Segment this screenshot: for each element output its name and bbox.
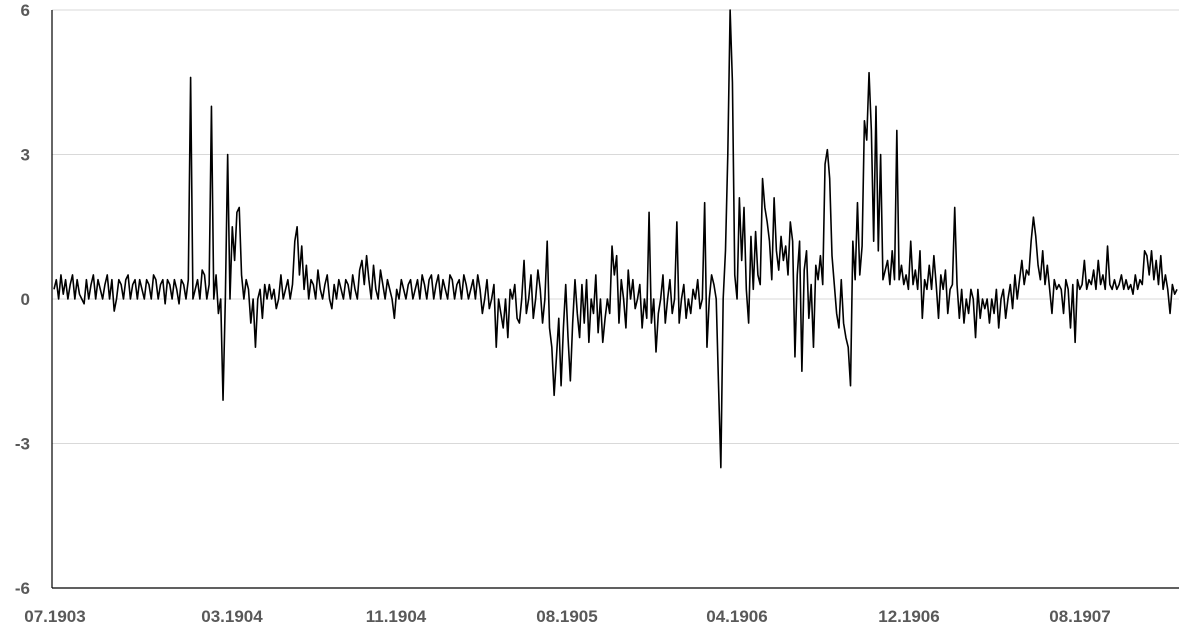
y-tick-label: 6 xyxy=(21,1,30,20)
y-tick-label: 0 xyxy=(21,290,30,309)
x-axis-tick-labels: 07.1903 03.1904 11.1904 08.1905 04.1906 12.19… xyxy=(24,607,1110,626)
x-tick-label: 04.1906 xyxy=(706,607,767,626)
x-tick-label: 07.1903 xyxy=(24,607,85,626)
x-tick-label: 12.1906 xyxy=(878,607,939,626)
y-tick-label: -6 xyxy=(15,579,30,598)
x-tick-label: 03.1904 xyxy=(201,607,263,626)
y-tick-label: 3 xyxy=(21,146,30,165)
y-tick-label: -3 xyxy=(15,435,30,454)
x-tick-label: 08.1905 xyxy=(536,607,597,626)
x-tick-label: 11.1904 xyxy=(366,607,427,626)
gridlines xyxy=(52,9,1179,444)
x-tick-label: 08.1907 xyxy=(1049,607,1110,626)
y-axis-tick-labels: 6 3 0 -3 -6 xyxy=(15,1,30,598)
series-line xyxy=(53,9,1178,469)
